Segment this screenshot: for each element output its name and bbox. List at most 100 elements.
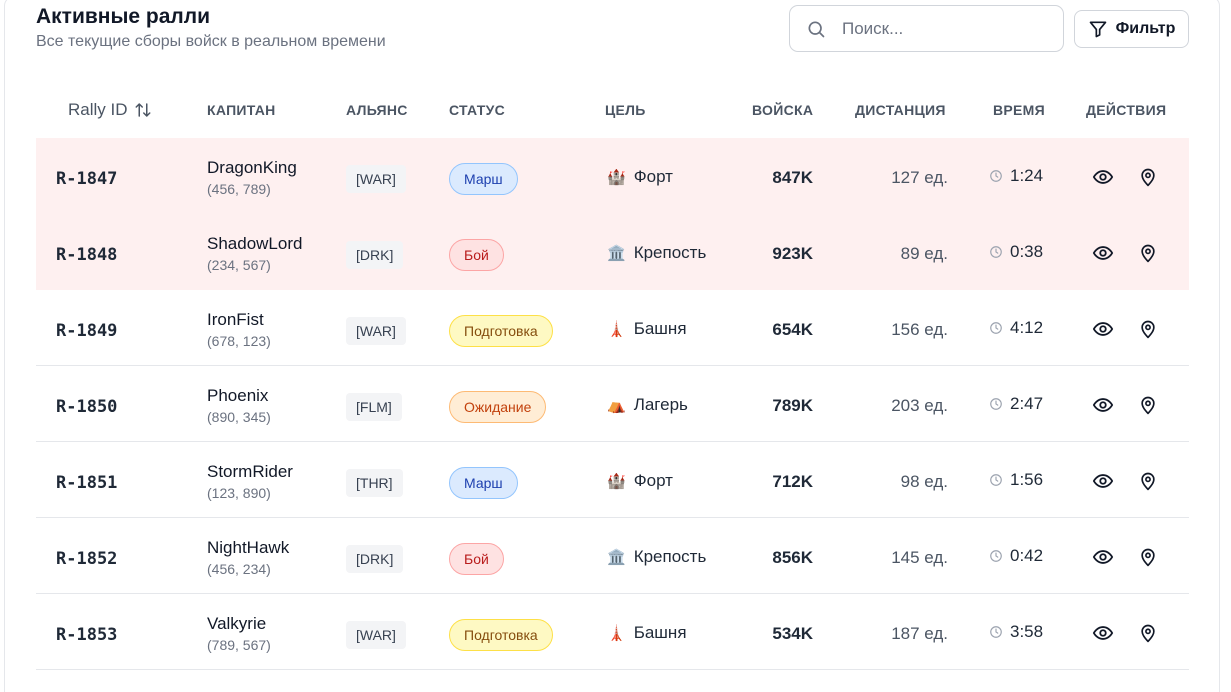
target-label: Форт <box>633 167 673 186</box>
time-value: 3:58 <box>1010 622 1044 641</box>
view-button[interactable] <box>1090 392 1116 418</box>
target-label: Крепость <box>633 243 707 262</box>
search-input[interactable] <box>842 18 1032 39</box>
clock-icon <box>990 170 1002 182</box>
captain-coords: (678, 123) <box>207 333 271 349</box>
clock-icon <box>990 550 1002 562</box>
distance: 127 ед. <box>891 168 948 187</box>
view-button[interactable] <box>1090 544 1116 570</box>
target-icon: ⛺ <box>607 397 626 414</box>
alliance-tag: [DRK] <box>346 241 404 269</box>
captain-name: DragonKing <box>207 158 297 177</box>
locate-button[interactable] <box>1135 544 1161 570</box>
captain-coords: (890, 345) <box>207 409 271 425</box>
view-button[interactable] <box>1090 240 1116 266</box>
table-row[interactable]: R-1847 DragonKing (456, 789) [WAR] Марш … <box>36 138 1189 214</box>
troops-count: 654K <box>772 320 813 339</box>
view-button[interactable] <box>1090 316 1116 342</box>
view-button[interactable] <box>1090 468 1116 494</box>
eye-icon <box>1092 626 1114 640</box>
time-value: 0:38 <box>1010 242 1044 261</box>
table-row[interactable]: R-1853 Valkyrie (789, 567) [WAR] Подгото… <box>36 594 1189 670</box>
rally-id: R-1851 <box>56 473 118 493</box>
clock-icon <box>990 474 1002 486</box>
page-subtitle: Все текущие сборы войск в реальном време… <box>36 33 386 50</box>
map-pin-icon <box>1141 624 1155 643</box>
captain-coords: (456, 789) <box>207 181 271 197</box>
troops-count: 923K <box>772 244 813 263</box>
captain-coords: (456, 234) <box>207 561 271 577</box>
locate-button[interactable] <box>1135 468 1161 494</box>
table-row[interactable]: R-1849 IronFist (678, 123) [WAR] Подгото… <box>36 290 1189 366</box>
rally-id: R-1853 <box>56 625 118 645</box>
target-icon: 🏰 <box>607 473 626 490</box>
col-distance: ДИСТАНЦИЯ <box>855 102 946 118</box>
target-label: Башня <box>633 319 687 338</box>
target: 🗼 Башня <box>607 319 687 339</box>
col-captain: КАПИТАН <box>207 102 276 118</box>
alliance-tag: [WAR] <box>346 317 406 345</box>
table-row[interactable]: R-1850 Phoenix (890, 345) [FLM] Ожидание… <box>36 366 1189 442</box>
target-icon: 🏛️ <box>607 245 626 262</box>
locate-button[interactable] <box>1135 164 1161 190</box>
eye-icon <box>1092 170 1114 184</box>
table-row[interactable]: R-1852 NightHawk (456, 234) [DRK] Бой 🏛️… <box>36 518 1189 594</box>
troops-count: 856K <box>772 548 813 567</box>
status-badge: Подготовка <box>449 315 553 347</box>
map-pin-icon <box>1141 244 1155 263</box>
target: 🏛️ Крепость <box>607 243 706 263</box>
locate-button[interactable] <box>1135 392 1161 418</box>
target-label: Лагерь <box>633 395 688 414</box>
col-rally-id[interactable]: Rally ID <box>68 100 152 120</box>
status-badge: Ожидание <box>449 391 547 423</box>
captain-name: Phoenix <box>207 386 269 405</box>
alliance-tag: [DRK] <box>346 545 404 573</box>
distance: 98 ед. <box>900 472 948 491</box>
rally-id: R-1849 <box>56 321 118 341</box>
rally-id: R-1850 <box>56 397 118 417</box>
target-icon: 🏛️ <box>607 549 626 566</box>
target-icon: 🗼 <box>607 625 626 642</box>
target: 🗼 Башня <box>607 623 687 643</box>
target: 🏛️ Крепость <box>607 547 706 567</box>
view-button[interactable] <box>1090 164 1116 190</box>
view-button[interactable] <box>1090 620 1116 646</box>
filter-button[interactable]: Фильтр <box>1074 10 1189 48</box>
target-icon: 🗼 <box>607 321 626 338</box>
col-time: ВРЕМЯ <box>993 102 1046 118</box>
eye-icon <box>1092 246 1114 260</box>
table-row[interactable]: R-1851 StormRider (123, 890) [THR] Марш … <box>36 442 1189 518</box>
time-remaining: 0:38 <box>989 242 1043 262</box>
time-value: 4:12 <box>1010 318 1044 337</box>
time-remaining: 4:12 <box>989 318 1043 338</box>
col-status: СТАТУС <box>449 102 506 118</box>
captain-name: Valkyrie <box>207 614 267 633</box>
distance: 156 ед. <box>891 320 948 339</box>
col-actions: ДЕЙСТВИЯ <box>1086 102 1167 118</box>
captain-coords: (234, 567) <box>207 257 271 273</box>
table-row[interactable]: R-1848 ShadowLord (234, 567) [DRK] Бой 🏛… <box>36 214 1189 290</box>
eye-icon <box>1092 322 1114 336</box>
captain-name: IronFist <box>207 310 264 329</box>
rally-id: R-1852 <box>56 549 118 569</box>
eye-icon <box>1092 550 1114 564</box>
clock-icon <box>990 626 1002 638</box>
map-pin-icon <box>1141 396 1155 415</box>
locate-button[interactable] <box>1135 316 1161 342</box>
clock-icon <box>990 322 1002 334</box>
search-box[interactable] <box>789 5 1064 52</box>
status-badge: Бой <box>449 543 504 575</box>
target: ⛺ Лагерь <box>607 395 688 415</box>
map-pin-icon <box>1141 548 1155 567</box>
locate-button[interactable] <box>1135 620 1161 646</box>
time-value: 1:56 <box>1010 470 1044 489</box>
distance: 203 ед. <box>891 396 948 415</box>
rallies-card <box>4 0 1220 692</box>
distance: 145 ед. <box>891 548 948 567</box>
locate-button[interactable] <box>1135 240 1161 266</box>
alliance-tag: [WAR] <box>346 621 406 649</box>
time-remaining: 1:24 <box>989 166 1043 186</box>
clock-icon <box>990 246 1002 258</box>
time-remaining: 3:58 <box>989 622 1043 642</box>
target: 🏰 Форт <box>607 471 673 491</box>
